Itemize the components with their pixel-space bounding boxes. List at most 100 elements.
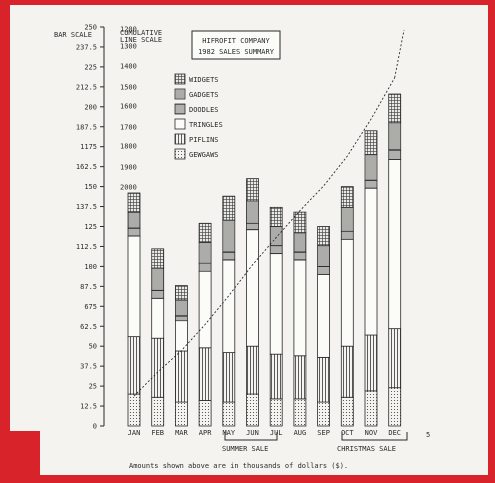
legend-swatch-gewgaws (174, 148, 186, 160)
bar-segment-doodles-jun (246, 222, 259, 231)
title-box (191, 30, 281, 60)
bar-segment-doodles-nov (364, 179, 378, 189)
y-tick-label: 1175 (80, 143, 97, 151)
bar-segment-gadgets-dec (388, 122, 402, 151)
legend-label-piflins: PIFLINS (189, 136, 219, 144)
christmas-sale-label: CHRISTMAS SALE (337, 445, 396, 453)
line-scale-tick-label: 1200 (120, 26, 137, 34)
legend-label-doodles: DOODLES (189, 106, 219, 114)
bar-segment-tringles-sep (317, 273, 331, 358)
bar-segment-doodles-oct (340, 230, 354, 240)
y-tick-label: 37.5 (80, 363, 97, 371)
bar-segment-gewgaws-feb (151, 396, 165, 427)
bar-segment-gadgets-feb (151, 267, 165, 291)
bar-segment-piflins-aug (293, 355, 307, 400)
legend-swatch-piflins (174, 133, 186, 145)
bar-segment-piflins-dec (388, 328, 402, 389)
bar-segment-gewgaws-may (222, 401, 236, 427)
line-scale-tick-label: 1500 (120, 84, 137, 92)
bar-segment-doodles-jul (269, 245, 283, 255)
bar-segment-gewgaws-jan (127, 393, 141, 427)
bar-segment-gadgets-mar (174, 299, 188, 317)
y-tick-label: 87.5 (80, 283, 97, 291)
bar-segment-doodles-sep (317, 265, 331, 275)
y-tick-label: 62.5 (80, 323, 97, 331)
bar-segment-doodles-apr (198, 262, 212, 272)
line-scale-label-line1: CUMULATIVE (120, 29, 162, 37)
christmas-sale-bracket (341, 432, 408, 441)
x-tick-label: OCT (341, 429, 354, 437)
bar-segment-gewgaws-jul (269, 398, 283, 427)
bar-segment-widgets-nov (364, 130, 378, 156)
y-tick-label: 250 (84, 24, 97, 32)
footnote: Amounts shown above are in thousands of … (129, 462, 348, 470)
bar-segment-gadgets-sep (317, 245, 331, 267)
y-tick-label: 125 (84, 223, 97, 231)
bar-segment-widgets-jan (127, 192, 141, 213)
x-tick-label: APR (199, 429, 212, 437)
legend-label-gadgets: GADGETS (189, 91, 219, 99)
bar-segment-piflins-jul (269, 353, 283, 400)
y-tick-label: 150 (84, 183, 97, 191)
bar-segment-gewgaws-dec (388, 387, 402, 427)
bar-segment-gadgets-oct (340, 206, 354, 232)
y-tick-label: 237.5 (76, 43, 97, 51)
chart-axes: 0 12.5 25 37.5 50 62.5 675 87.5 100 112.5 125 137.5… (76, 24, 137, 431)
bar-segment-widgets-feb (151, 248, 165, 269)
bar-segment-tringles-oct (340, 238, 354, 347)
bar-segment-widgets-jun (246, 178, 259, 202)
legend-label-widgets: WIDGETS (189, 76, 219, 84)
bar-segment-doodles-may (222, 251, 236, 261)
bar-segment-piflins-mar (174, 350, 188, 403)
bar-segment-tringles-jul (269, 253, 283, 355)
bar-segment-tringles-nov (364, 187, 378, 336)
page-number: 5 (426, 431, 430, 439)
bar-segment-piflins-sep (317, 356, 331, 403)
bar-segment-tringles-may (222, 259, 236, 353)
bar-segment-widgets-jul (269, 206, 283, 227)
line-scale-tick-label: 1300 (120, 43, 137, 51)
bar-segment-piflins-oct (340, 345, 354, 398)
bar-group (127, 93, 402, 427)
legend-label-tringles: TRINGLES (189, 121, 223, 129)
bar-segment-gadgets-jul (269, 226, 283, 247)
bar-segment-widgets-may (222, 195, 236, 221)
bar-segment-gewgaws-apr (198, 400, 212, 427)
line-scale-label-line2: LINE SCALE (120, 36, 162, 44)
bar-segment-piflins-jun (246, 345, 259, 395)
legend-swatch-doodles (174, 103, 186, 115)
bar-segment-tringles-dec (388, 159, 402, 330)
bar-segment-gewgaws-mar (174, 401, 188, 427)
bar-segment-widgets-oct (340, 186, 354, 208)
cumulative-line-extension (394, 29, 405, 78)
legend-label-gewgaws: GEWGAWS (189, 151, 219, 159)
bar-segment-doodles-jan (127, 227, 141, 237)
x-tick-label: FEB (151, 429, 164, 437)
x-tick-label: SEP (317, 429, 330, 437)
bar-segment-tringles-feb (151, 297, 165, 339)
line-scale-tick-label: 1600 (120, 103, 137, 111)
y-tick-label: 200 (84, 103, 97, 111)
bar-segment-tringles-apr (198, 270, 212, 349)
x-tick-labels: JAN FEB MAR APR MAY JUN JUL AUG SEP OCT NOV DEC (128, 429, 401, 437)
y-tick-label: 675 (84, 303, 97, 311)
bar-scale-label: BAR SCALE (54, 31, 92, 39)
bar-segment-widgets-sep (317, 226, 331, 247)
bar-segment-widgets-dec (388, 93, 402, 124)
line-scale-tick-label: 1900 (120, 164, 137, 172)
x-tick-label: JUN (246, 429, 259, 437)
bar-segment-piflins-feb (151, 337, 165, 398)
bar-segment-gadgets-may (222, 219, 236, 253)
y-tick-label: 50 (89, 343, 97, 351)
y-tick-label: 225 (84, 63, 97, 71)
title-company: HIFROFIT COMPANY (202, 37, 270, 45)
y-tick-label: 0 (93, 423, 97, 431)
bar-segment-widgets-aug (293, 211, 307, 234)
bar-segment-piflins-apr (198, 347, 212, 401)
bar-segment-doodles-mar (174, 315, 188, 322)
x-tick-label: JUL (270, 429, 283, 437)
bar-segment-doodles-aug (293, 251, 307, 261)
bar-segment-doodles-dec (388, 149, 402, 160)
